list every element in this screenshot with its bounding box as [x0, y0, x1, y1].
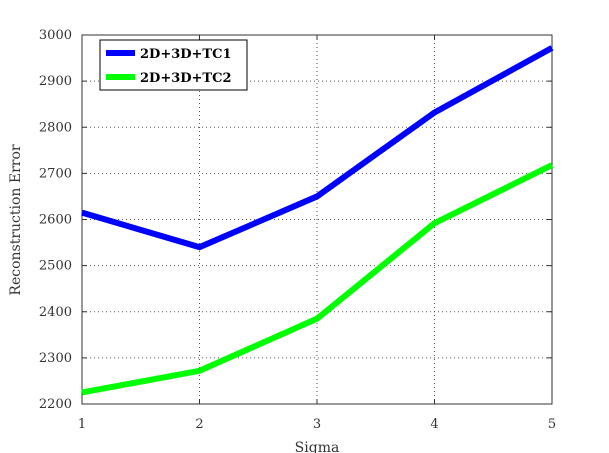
x-tick-label: 2 — [195, 417, 203, 432]
y-tick-label: 2700 — [39, 166, 72, 181]
series-lines — [81, 45, 554, 396]
grid — [82, 35, 552, 404]
axis-ticks: 1 2 3 4 5 2200 2300 2400 2500 2600 2700 2800 2900 300… — [39, 28, 556, 432]
legend: 2D+3D+TC1 2D+3D+TC2 — [99, 39, 248, 91]
x-tick-label: 3 — [313, 417, 321, 432]
x-axis-title: Sigma — [295, 440, 340, 453]
y-tick-label: 2400 — [39, 305, 72, 320]
y-tick-label: 2500 — [39, 259, 72, 274]
y-axis-title: Reconstruction Error — [8, 144, 24, 296]
series-line-1 — [81, 45, 554, 251]
y-tick-label: 2200 — [39, 397, 72, 412]
y-tick-label: 2300 — [39, 351, 72, 366]
legend-label-tc2: 2D+3D+TC2 — [140, 71, 232, 86]
legend-label-tc1: 2D+3D+TC1 — [140, 47, 232, 62]
y-tick-label: 2600 — [39, 213, 72, 228]
y-tick-label: 2900 — [39, 74, 72, 89]
y-tick-label: 3000 — [39, 28, 72, 43]
x-tick-label: 5 — [548, 417, 556, 432]
legend-box — [99, 39, 248, 91]
x-tick-label: 1 — [78, 417, 86, 432]
x-tick-label: 4 — [430, 417, 438, 432]
y-tick-label: 2800 — [39, 120, 72, 135]
series-line-2 — [81, 162, 554, 396]
